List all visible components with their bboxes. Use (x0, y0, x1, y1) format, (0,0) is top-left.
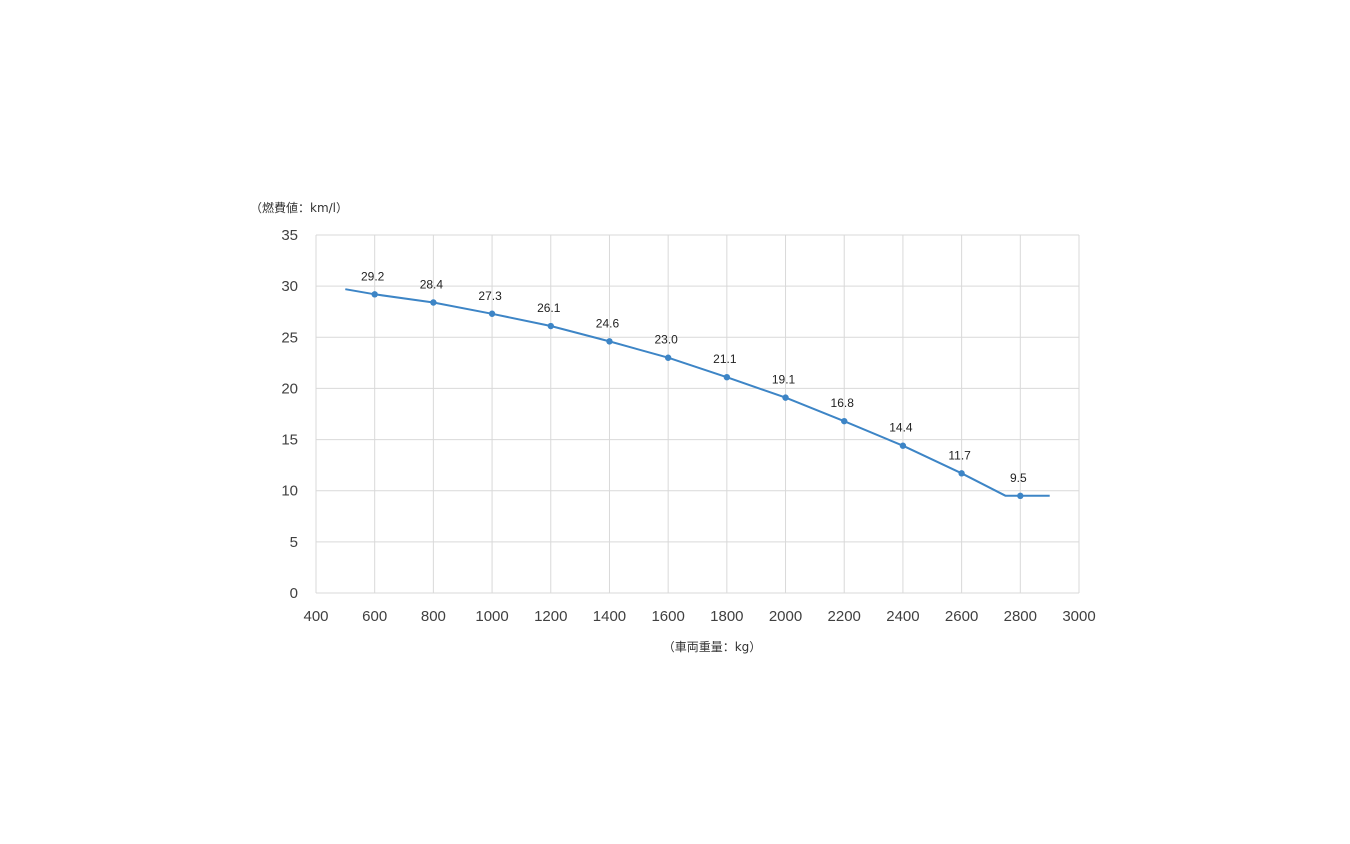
series-fuel-economy (345, 288, 1050, 500)
data-label: 27.3 (478, 289, 502, 303)
y-tick-label: 0 (290, 585, 298, 602)
data-point (899, 442, 907, 449)
data-label: 9.5 (1010, 471, 1027, 485)
x-tick-label: 2600 (945, 608, 978, 625)
data-point (841, 417, 848, 425)
x-tick-label: 2000 (769, 608, 802, 625)
x-axis-title: （車両重量：kg） (663, 640, 762, 654)
x-tick-label: 600 (362, 608, 387, 625)
x-tick-label: 1600 (651, 608, 684, 625)
x-tick-label: 3000 (1062, 608, 1095, 625)
data-point (782, 394, 789, 401)
data-label: 16.8 (831, 396, 855, 410)
x-tick-label: 2800 (1004, 608, 1037, 625)
data-label: 26.1 (537, 301, 561, 315)
x-tick-label: 1400 (593, 608, 626, 625)
y-axis-title: （燃費値：km/l） (250, 200, 348, 215)
y-tick-label: 10 (281, 483, 298, 500)
data-point (547, 322, 554, 330)
y-tick-label: 30 (281, 278, 298, 295)
x-tick-label: 2200 (828, 608, 861, 625)
x-tick-label: 1000 (475, 608, 508, 625)
data-point (488, 310, 496, 317)
x-tick-label: 1800 (710, 608, 743, 625)
y-tick-label: 20 (281, 380, 298, 397)
y-tick-label: 15 (281, 432, 298, 449)
x-tick-label: 1200 (534, 608, 567, 625)
y-axis-ticks: 0 5 10 15 20 25 30 35 (281, 227, 298, 602)
data-label: 11.7 (948, 448, 971, 462)
series-line (345, 288, 1050, 497)
data-point (606, 338, 613, 345)
x-tick-label: 800 (421, 608, 446, 625)
y-tick-label: 5 (290, 534, 298, 551)
gridlines (315, 234, 1080, 594)
data-point (664, 354, 672, 361)
data-point (723, 373, 731, 381)
data-point (1017, 492, 1024, 500)
y-tick-label: 25 (281, 329, 298, 346)
data-label: 28.4 (420, 278, 444, 292)
x-tick-label: 2400 (886, 608, 919, 625)
data-label: 14.4 (889, 421, 913, 435)
data-point (430, 299, 437, 306)
x-axis-ticks: 400 600 800 1000 1200 1400 1600 1800 2000 2200 240… (303, 608, 1095, 625)
y-tick-label: 35 (281, 227, 298, 244)
data-labels: 29.2 28.4 27.3 26.1 24.6 23.0 21.1 19.1 16.8 14.4… (361, 269, 1027, 485)
data-label: 19.1 (772, 373, 796, 387)
x-tick-label: 400 (303, 608, 328, 625)
data-label: 23.0 (654, 333, 678, 347)
data-label: 21.1 (713, 352, 737, 366)
data-label: 24.6 (596, 316, 620, 330)
data-point (958, 470, 965, 477)
data-label: 29.2 (361, 269, 385, 283)
data-point (371, 291, 378, 298)
